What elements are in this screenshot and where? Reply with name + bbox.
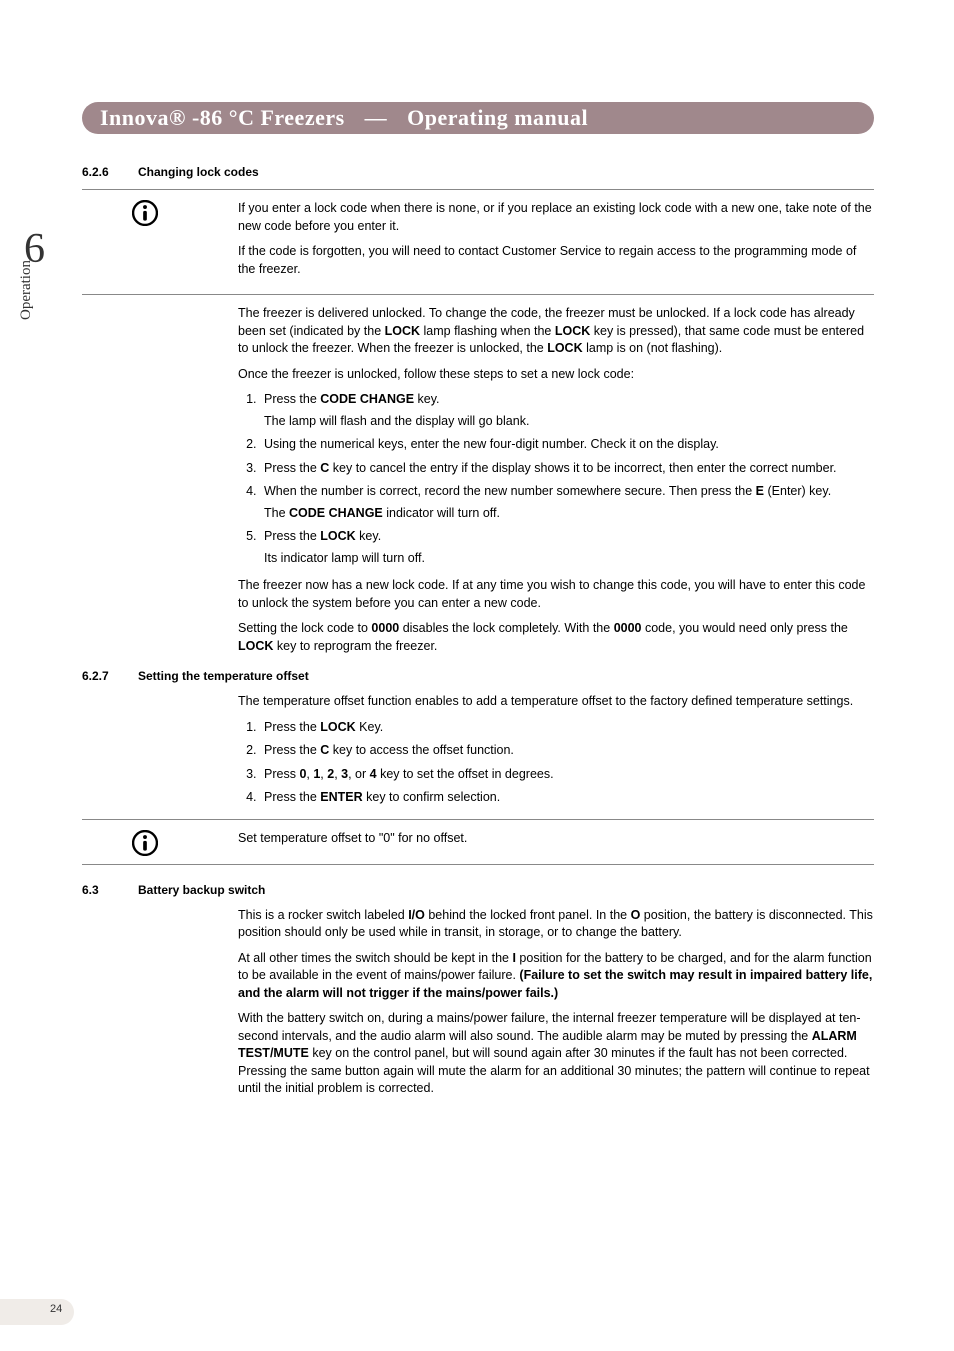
list-item: Press the LOCK key. Its indicator lamp w… [260, 528, 874, 567]
page-number: 24 [50, 1303, 62, 1315]
steps-list: Press the CODE CHANGE key. The lamp will… [238, 391, 874, 567]
steps-list: Press the LOCK Key. Press the C key to a… [238, 719, 874, 807]
section-heading-627: 6.2.7 Setting the temperature offset [82, 669, 874, 683]
info-text: Set temperature offset to "0" for no off… [238, 830, 874, 848]
body-paragraph: The temperature offset function enables … [238, 693, 874, 807]
section-heading-626: 6.2.6 Changing lock codes [82, 165, 874, 179]
list-item: Press 0, 1, 2, 3, or 4 key to set the of… [260, 766, 874, 784]
section-title: Changing lock codes [138, 165, 259, 179]
header-doc-type: Operating manual [407, 105, 588, 130]
list-item: Press the C key to access the offset fun… [260, 742, 874, 760]
section-number: 6.3 [82, 883, 138, 897]
divider [82, 294, 874, 295]
info-note-1: If you enter a lock code when there is n… [82, 200, 874, 286]
page-header-bar: Innova® -86 °C Freezers — Operating manu… [82, 102, 874, 134]
divider [82, 189, 874, 190]
section-heading-63: 6.3 Battery backup switch [82, 883, 874, 897]
body-paragraph: The freezer is delivered unlocked. To ch… [238, 305, 874, 655]
page-content: 6.2.6 Changing lock codes If you enter a… [82, 165, 874, 1106]
info-icon [82, 200, 238, 226]
divider [82, 819, 874, 820]
section-title: Setting the temperature offset [138, 669, 309, 683]
side-chapter-number: 6 [24, 225, 45, 273]
header-product: Innova® -86 °C Freezers [100, 105, 345, 130]
list-item: Press the CODE CHANGE key. The lamp will… [260, 391, 874, 430]
list-item: When the number is correct, record the n… [260, 483, 874, 522]
info-text: If you enter a lock code when there is n… [238, 200, 874, 235]
section-number: 6.2.6 [82, 165, 138, 179]
list-item: Using the numerical keys, enter the new … [260, 436, 874, 454]
divider [82, 864, 874, 865]
info-text: If the code is forgotten, you will need … [238, 243, 874, 278]
info-note-2: Set temperature offset to "0" for no off… [82, 830, 874, 856]
info-icon [82, 830, 238, 856]
list-item: Press the C key to cancel the entry if t… [260, 460, 874, 478]
list-item: Press the ENTER key to confirm selection… [260, 789, 874, 807]
body-paragraph: This is a rocker switch labeled I/O behi… [238, 907, 874, 1098]
header-separator: — [365, 105, 388, 130]
list-item: Press the LOCK Key. [260, 719, 874, 737]
section-number: 6.2.7 [82, 669, 138, 683]
page-number-background [0, 1299, 74, 1325]
section-title: Battery backup switch [138, 883, 265, 897]
